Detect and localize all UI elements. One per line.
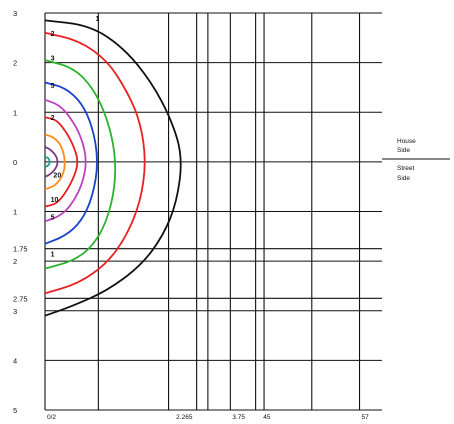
contour-line-8 [44, 156, 51, 168]
street-side-label-1: Street [397, 165, 415, 172]
contour-label-7: 5 [51, 214, 55, 221]
y-tick-label-5: 1.75 [13, 245, 28, 254]
contour-label-3: 5 [51, 83, 55, 90]
y-tick-label-8: 3 [13, 307, 17, 316]
contour-label-6: 10 [51, 197, 59, 204]
y-tick-label-2: 1 [13, 108, 17, 117]
house-side-label-2: Side [397, 147, 410, 154]
y-tick-label-0: 3 [13, 9, 17, 18]
contour-line-2 [44, 59, 117, 270]
street-side-label-2: Side [397, 175, 410, 182]
y-tick-label-1: 2 [13, 59, 17, 68]
y-tick-label-9: 4 [13, 356, 17, 365]
x-tick-label-2: 3.75 [232, 414, 245, 421]
contour-line-4 [44, 98, 87, 223]
y-tick-label-6: 2 [13, 257, 17, 266]
contour-labels: 1 2 3 5 2 20 10 5 1 [51, 16, 100, 259]
contour-line-5 [44, 116, 79, 208]
x-tick-label-0: 0/2 [47, 414, 56, 421]
house-side-label-1: House [397, 138, 416, 145]
contour-label-4: 2 [51, 115, 55, 122]
contour-label-1: 2 [51, 31, 55, 38]
contour-label-2: 3 [51, 56, 55, 63]
contour-line-0 [44, 19, 182, 317]
y-tick-label-7: 2.75 [13, 294, 28, 303]
y-tick-label-4: 1 [13, 208, 17, 217]
x-tick-label-1: 2.265 [176, 414, 193, 421]
grid-lines [44, 12, 382, 411]
contour-line-6 [44, 133, 66, 191]
y-tick-label-10: 5 [13, 406, 17, 415]
contour-line-1 [44, 31, 146, 295]
x-tick-label-3: 45 [263, 414, 271, 421]
contour-label-5: 20 [53, 172, 61, 179]
y-tick-label-3: 0 [13, 158, 17, 167]
x-tick-label-4: 57 [362, 414, 370, 421]
contour-label-0: 1 [96, 16, 100, 23]
contour-line-3 [44, 81, 98, 245]
contour-line-7 [44, 146, 59, 178]
contour-curves [44, 19, 182, 317]
contour-label-8: 1 [51, 252, 55, 259]
